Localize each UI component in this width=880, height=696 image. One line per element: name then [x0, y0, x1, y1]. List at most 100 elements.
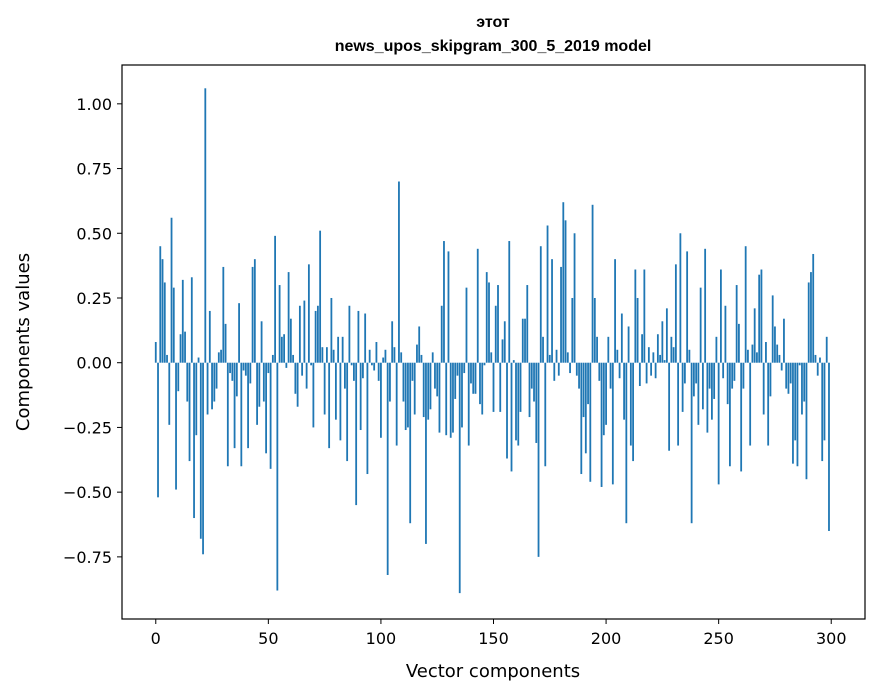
- bar-224: [659, 354, 662, 363]
- bar-203: [611, 362, 614, 485]
- bar-266: [753, 308, 756, 363]
- bar-163: [521, 318, 524, 363]
- bar-293: [814, 354, 817, 363]
- bar-27: [215, 362, 218, 389]
- bar-75: [323, 362, 326, 415]
- bar-208: [623, 362, 625, 420]
- bar-107: [395, 362, 398, 446]
- bar-134: [456, 362, 459, 376]
- bar-138: [465, 287, 468, 363]
- bar-231: [674, 264, 677, 363]
- bar-153: [499, 362, 502, 412]
- x-tick-label: 250: [703, 629, 734, 648]
- bar-69: [310, 362, 313, 366]
- bar-12: [181, 279, 184, 363]
- bar-23: [206, 362, 209, 415]
- x-tick-label: 300: [816, 629, 847, 648]
- bar-299: [828, 362, 830, 531]
- bar-109: [400, 352, 403, 363]
- bar-41: [247, 362, 249, 449]
- bar-151: [494, 305, 497, 363]
- bar-73: [319, 230, 322, 363]
- bar-155: [503, 321, 506, 363]
- bar-197: [598, 362, 601, 381]
- bar-238: [690, 362, 693, 524]
- bar-132: [452, 362, 454, 433]
- bar-288: [803, 362, 806, 402]
- y-tick-label: 1.00: [76, 95, 112, 114]
- bar-217: [643, 269, 646, 363]
- y-tick-label: 0.25: [76, 289, 112, 308]
- bar-44: [253, 259, 256, 363]
- bar-251: [720, 269, 722, 363]
- bar-102: [384, 349, 387, 363]
- bar-148: [488, 282, 490, 363]
- bar-146: [483, 362, 486, 366]
- bar-201: [607, 336, 610, 363]
- bar-190: [582, 362, 585, 418]
- bar-257: [733, 362, 736, 381]
- bar-175: [548, 354, 551, 363]
- bar-256: [731, 362, 734, 389]
- bar-52: [271, 354, 274, 363]
- bar-169: [535, 362, 538, 443]
- bar-225: [661, 321, 664, 363]
- bar-215: [638, 362, 641, 387]
- bar-165: [526, 285, 529, 363]
- bar-213: [634, 269, 637, 363]
- bar-167: [530, 362, 533, 389]
- bar-281: [787, 362, 790, 394]
- bar-263: [747, 349, 749, 363]
- bar-143: [476, 248, 479, 363]
- bar-220: [650, 362, 653, 376]
- bar-253: [724, 305, 727, 363]
- bar-58: [285, 362, 288, 368]
- bar-161: [517, 362, 520, 446]
- bar-78: [330, 297, 333, 363]
- bar-268: [758, 274, 761, 363]
- bar-235: [683, 362, 686, 384]
- bar-178: [555, 349, 558, 363]
- bar-222: [654, 362, 657, 379]
- bar-187: [575, 362, 578, 376]
- bar-192: [587, 362, 589, 405]
- bar-88: [353, 362, 355, 381]
- bar-202: [609, 362, 612, 389]
- bar-270: [762, 362, 765, 415]
- bar-185: [571, 297, 574, 363]
- bar-37: [238, 303, 240, 363]
- bar-105: [391, 321, 394, 363]
- bar-275: [774, 326, 776, 363]
- bar-6: [168, 362, 171, 425]
- x-tick-label: 150: [478, 629, 509, 648]
- bar-267: [756, 352, 758, 363]
- bar-290: [807, 282, 810, 363]
- bar-227: [665, 308, 668, 363]
- bar-245: [706, 362, 709, 433]
- bar-204: [614, 259, 616, 363]
- bar-294: [816, 362, 819, 376]
- bar-53: [274, 235, 276, 363]
- bar-55: [278, 285, 281, 363]
- bar-145: [481, 362, 484, 415]
- bar-233: [679, 233, 682, 363]
- bar-39: [242, 362, 245, 371]
- y-axis-ticks: −0.75 −0.50 −0.25 0.00 0.25 0.50 0.75 1.00: [63, 95, 122, 567]
- bar-149: [490, 352, 493, 363]
- bar-46: [258, 362, 261, 407]
- bar-99: [377, 362, 380, 381]
- x-tick-label: 200: [591, 629, 622, 648]
- bar-34: [231, 362, 234, 381]
- bar-183: [566, 352, 569, 363]
- bar-97: [373, 362, 376, 371]
- bar-57: [283, 334, 286, 363]
- bar-170: [537, 362, 540, 557]
- bar-124: [434, 362, 436, 389]
- bar-0: [154, 342, 157, 363]
- bar-272: [767, 362, 770, 446]
- bar-191: [584, 362, 587, 454]
- bar-144: [479, 362, 481, 405]
- bar-85: [346, 362, 349, 462]
- bar-60: [289, 318, 292, 363]
